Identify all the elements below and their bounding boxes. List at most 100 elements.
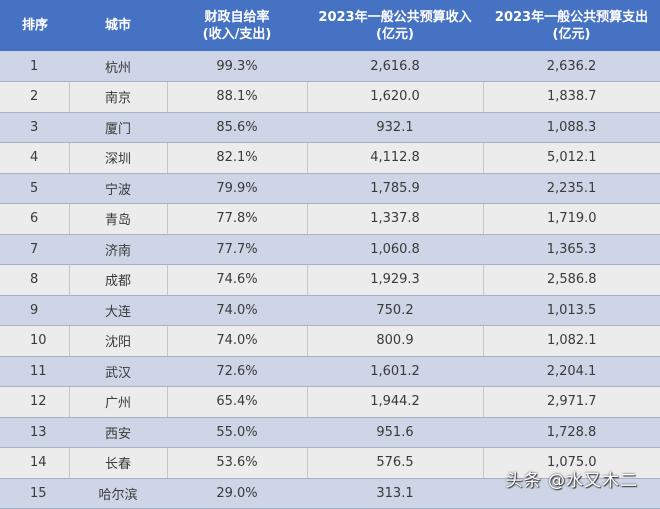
- table-row: 1 杭州 99.3% 2,616.8 2,636.2: [0, 51, 660, 82]
- expenditure-cell: 1,013.5: [483, 295, 660, 326]
- city-cell: 成都: [69, 264, 168, 296]
- rank-cell: 8: [0, 264, 70, 296]
- expenditure-cell: 1,728.8: [483, 417, 660, 448]
- city-cell: 南京: [69, 81, 168, 113]
- rank-cell: 3: [0, 112, 69, 143]
- city-cell: 大连: [69, 295, 167, 326]
- rank-cell: 2: [0, 81, 70, 113]
- table-row: 2 南京 88.1% 1,620.0 1,838.7: [0, 81, 660, 113]
- rank-cell: 12: [0, 386, 70, 418]
- expenditure-cell: 2,586.8: [483, 264, 660, 296]
- city-cell: 哈尔滨: [69, 478, 167, 509]
- revenue-cell: 932.1: [307, 112, 483, 143]
- expenditure-cell: 2,971.7: [483, 386, 660, 418]
- header-city: 城市: [69, 0, 167, 51]
- city-cell: 宁波: [69, 173, 167, 204]
- ratio-cell: 79.9%: [167, 173, 307, 204]
- table-row: 6 青岛 77.8% 1,337.8 1,719.0: [0, 203, 660, 235]
- expenditure-cell: 1,088.3: [483, 112, 660, 143]
- table-header-row: 排序 城市 财政自给率 (收入/支出) 2023年一般公共预算收入 (亿元) 2…: [0, 0, 660, 51]
- table-row: 13 西安 55.0% 951.6 1,728.8: [0, 417, 660, 448]
- ratio-cell: 65.4%: [167, 386, 308, 418]
- revenue-cell: 750.2: [307, 295, 483, 326]
- table-row: 11 武汉 72.6% 1,601.2 2,204.1: [0, 356, 660, 387]
- rank-cell: 10: [0, 325, 70, 357]
- expenditure-cell: 1,838.7: [483, 81, 660, 113]
- ratio-cell: 29.0%: [167, 478, 307, 509]
- expenditure-cell: [483, 478, 660, 509]
- ratio-cell: 82.1%: [167, 142, 308, 174]
- revenue-cell: 1,944.2: [307, 386, 484, 418]
- ratio-cell: 74.6%: [167, 264, 308, 296]
- expenditure-cell: 2,235.1: [483, 173, 660, 204]
- rank-cell: 15: [0, 478, 69, 509]
- revenue-cell: 313.1: [307, 478, 483, 509]
- city-cell: 广州: [69, 386, 168, 418]
- table-row: 14 长春 53.6% 576.5 1,075.0: [0, 447, 660, 479]
- ratio-cell: 74.0%: [167, 325, 308, 357]
- table-row: 3 厦门 85.6% 932.1 1,088.3: [0, 112, 660, 143]
- table-row: 5 宁波 79.9% 1,785.9 2,235.1: [0, 173, 660, 204]
- revenue-cell: 1,060.8: [307, 234, 483, 265]
- expenditure-cell: 1,719.0: [483, 203, 660, 235]
- revenue-cell: 1,785.9: [307, 173, 483, 204]
- revenue-cell: 1,337.8: [307, 203, 484, 235]
- rank-cell: 11: [0, 356, 69, 387]
- table-row: 15 哈尔滨 29.0% 313.1: [0, 478, 660, 509]
- city-cell: 长春: [69, 447, 168, 479]
- header-label: 财政自给率: [204, 9, 270, 25]
- header-label: 排序: [22, 18, 49, 33]
- expenditure-cell: 1,082.1: [483, 325, 660, 357]
- expenditure-cell: 2,636.2: [483, 51, 660, 82]
- header-expenditure: 2023年一般公共预算支出 (亿元): [483, 0, 660, 51]
- city-cell: 沈阳: [69, 325, 168, 357]
- rank-cell: 9: [0, 295, 69, 326]
- rank-cell: 14: [0, 447, 70, 479]
- rank-cell: 1: [0, 51, 69, 82]
- ratio-cell: 77.7%: [167, 234, 307, 265]
- header-label: 2023年一般公共预算收入: [318, 9, 472, 25]
- table-row: 10 沈阳 74.0% 800.9 1,082.1: [0, 325, 660, 357]
- city-cell: 青岛: [69, 203, 168, 235]
- ratio-cell: 53.6%: [167, 447, 308, 479]
- expenditure-cell: 1,365.3: [483, 234, 660, 265]
- header-self-sufficiency: 财政自给率 (收入/支出): [167, 0, 307, 51]
- ratio-cell: 99.3%: [167, 51, 307, 82]
- ratio-cell: 72.6%: [167, 356, 307, 387]
- rank-cell: 13: [0, 417, 69, 448]
- revenue-cell: 2,616.8: [307, 51, 483, 82]
- revenue-cell: 951.6: [307, 417, 483, 448]
- ratio-cell: 55.0%: [167, 417, 307, 448]
- watermark: 头条 @水又木二: [505, 471, 638, 491]
- header-revenue: 2023年一般公共预算收入 (亿元): [307, 0, 483, 51]
- ratio-cell: 74.0%: [167, 295, 307, 326]
- city-cell: 杭州: [69, 51, 167, 82]
- city-cell: 厦门: [69, 112, 167, 143]
- header-label: 城市: [104, 18, 131, 33]
- revenue-cell: 1,601.2: [307, 356, 483, 387]
- table-row: 12 广州 65.4% 1,944.2 2,971.7: [0, 386, 660, 418]
- revenue-cell: 4,112.8: [307, 142, 484, 174]
- ratio-cell: 77.8%: [167, 203, 308, 235]
- table-body: 1 杭州 99.3% 2,616.8 2,636.2 2 南京 88.1% 1,620.0 1,8…: [0, 51, 660, 509]
- ratio-cell: 88.1%: [167, 81, 308, 113]
- city-cell: 深圳: [69, 142, 168, 174]
- ratio-cell: 85.6%: [167, 112, 307, 143]
- city-cell: 武汉: [69, 356, 167, 387]
- header-sublabel: (亿元): [376, 26, 414, 42]
- rank-cell: 4: [0, 142, 70, 174]
- header-sublabel: (亿元): [552, 26, 591, 42]
- city-cell: 西安: [69, 417, 167, 448]
- city-cell: 济南: [69, 234, 167, 265]
- expenditure-cell: 5,012.1: [483, 142, 660, 174]
- rank-cell: 5: [0, 173, 69, 204]
- header-rank: 排序: [0, 0, 69, 51]
- expenditure-cell: 2,204.1: [483, 356, 660, 387]
- revenue-cell: 800.9: [307, 325, 484, 357]
- revenue-cell: 576.5: [307, 447, 484, 479]
- revenue-cell: 1,620.0: [307, 81, 484, 113]
- rank-cell: 7: [0, 234, 69, 265]
- rank-cell: 6: [0, 203, 70, 235]
- table-row: 4 深圳 82.1% 4,112.8 5,012.1: [0, 142, 660, 174]
